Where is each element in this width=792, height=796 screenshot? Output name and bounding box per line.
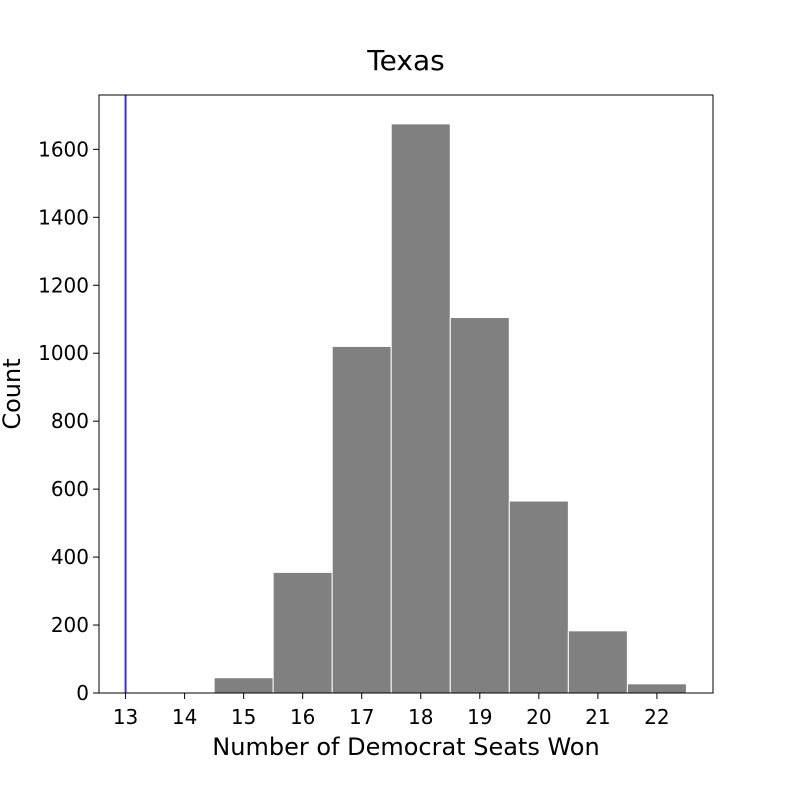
x-tick-label: 16 xyxy=(290,705,315,729)
histogram-bar xyxy=(272,571,333,694)
y-tick-label: 1200 xyxy=(38,273,89,297)
histogram-bar xyxy=(213,677,274,694)
x-tick-label: 15 xyxy=(231,705,256,729)
histogram-bar xyxy=(508,500,569,694)
y-tick-label: 200 xyxy=(51,613,89,637)
bars-layer xyxy=(213,123,687,694)
x-tick-label: 20 xyxy=(526,705,551,729)
y-axis-title: Count xyxy=(0,358,26,429)
y-tick-label: 800 xyxy=(51,409,89,433)
x-tick-label: 22 xyxy=(644,705,669,729)
x-tick-label: 21 xyxy=(585,705,610,729)
x-tick-label: 13 xyxy=(113,705,138,729)
x-tick-label: 19 xyxy=(467,705,492,729)
histogram-bar xyxy=(390,123,451,694)
x-axis: 13 14 15 16 17 18 19 20 21 22 xyxy=(113,693,670,729)
x-tick-label: 14 xyxy=(172,705,197,729)
x-tick-label: 18 xyxy=(408,705,433,729)
x-axis-title: Number of Democrat Seats Won xyxy=(212,733,599,761)
x-tick-label: 17 xyxy=(349,705,374,729)
histogram-bar xyxy=(626,683,687,694)
y-tick-label: 1600 xyxy=(38,137,89,161)
histogram-bar xyxy=(449,317,510,694)
histogram-bar xyxy=(331,345,392,694)
y-tick-label: 1000 xyxy=(38,341,89,365)
y-tick-label: 400 xyxy=(51,545,89,569)
y-tick-label: 600 xyxy=(51,477,89,501)
histogram-bar xyxy=(567,630,628,694)
y-tick-label: 0 xyxy=(76,681,89,705)
chart-title: Texas xyxy=(366,44,444,77)
y-axis: 0 200 400 600 800 1000 1200 1400 1600 xyxy=(38,137,99,705)
plot-frame xyxy=(98,94,714,694)
y-tick-label: 1400 xyxy=(38,205,89,229)
